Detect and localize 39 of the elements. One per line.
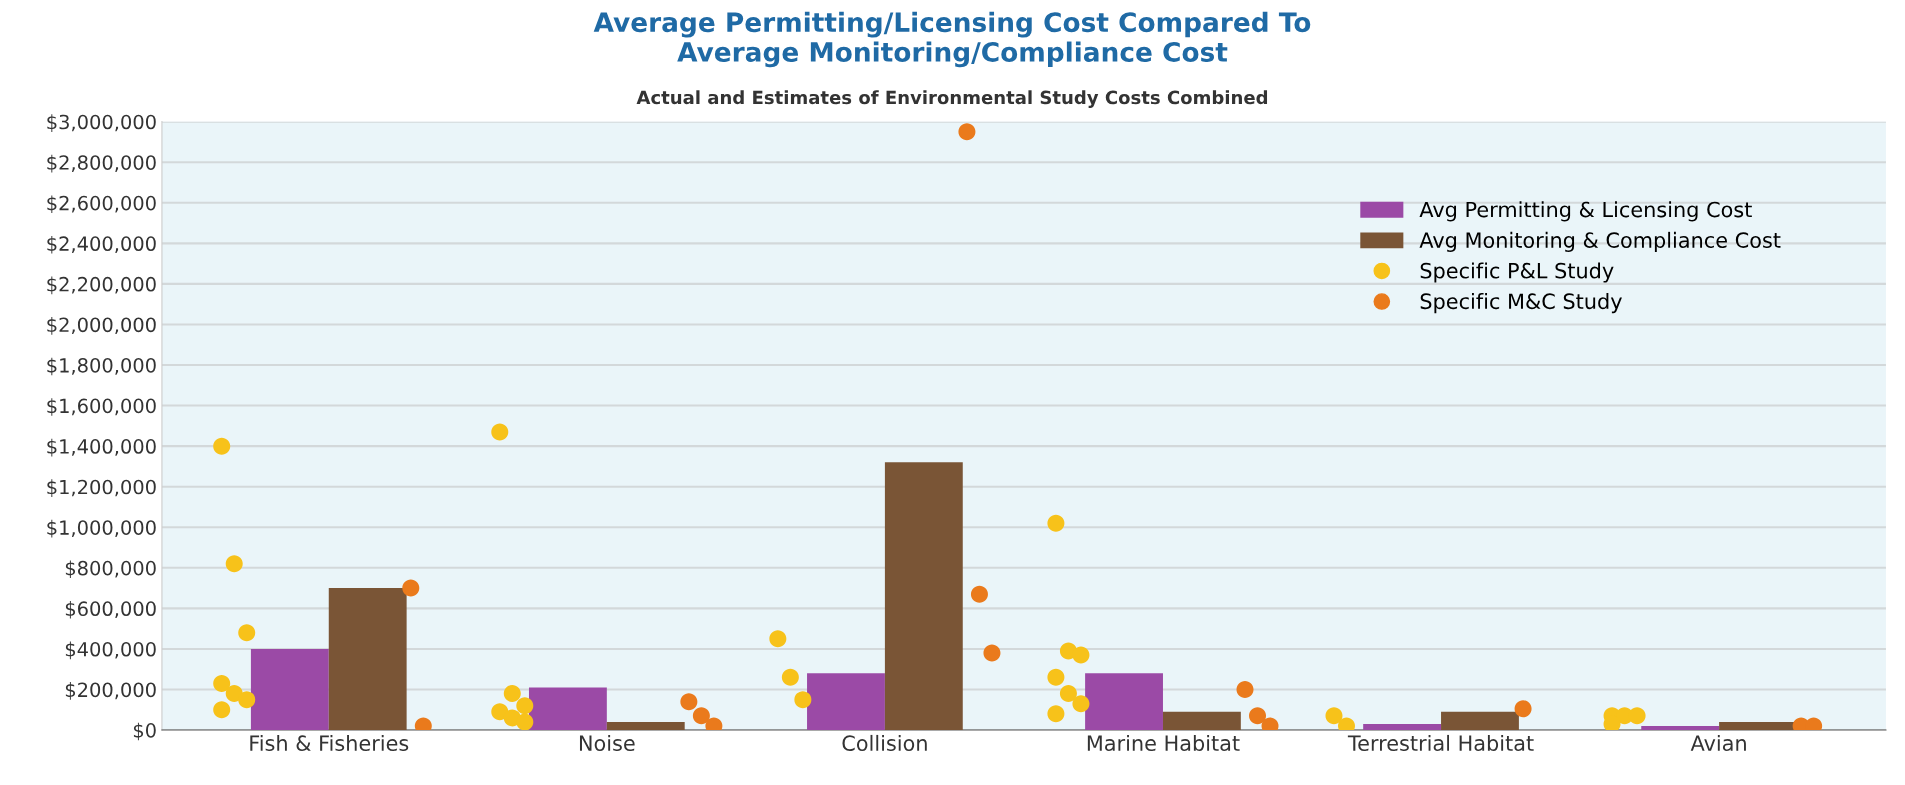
y-tick-label: $1,400,000 (47, 438, 156, 457)
y-tick-label: $200,000 (65, 682, 156, 700)
x-tick-label: Noise (579, 734, 635, 752)
bar (1363, 723, 1442, 731)
x-tick-label: Marine Habitat (1087, 734, 1240, 752)
y-tick-label: $2,000,000 (47, 317, 156, 335)
legend-label: Specific P&L Study (1420, 262, 1614, 283)
bar (1085, 673, 1163, 731)
bar (1162, 711, 1241, 731)
y-tick-label: $600,000 (65, 600, 156, 619)
y-tick-label: $2,800,000 (47, 154, 156, 173)
x-tick-label: Avian (1690, 734, 1746, 752)
y-tick-label: $2,200,000 (47, 276, 156, 295)
y-tick-label: $400,000 (65, 641, 156, 660)
bar (528, 687, 607, 731)
chart-title: Average Permitting/Licensing Cost Compared To Average Monitoring/Compliance Cost (593, 11, 1311, 68)
x-tick-label: Terrestrial Habitat (1347, 734, 1534, 752)
legend-label: Avg Monitoring & Compliance Cost (1419, 231, 1781, 252)
y-tick-label: $1,800,000 (47, 357, 156, 376)
y-tick-label: $2,400,000 (47, 235, 156, 254)
y-tick-label: $800,000 (65, 560, 156, 579)
chart-subtitle: Actual and Estimates of Environmental Study Costs Combined (636, 90, 1268, 108)
bar (884, 462, 963, 731)
y-tick-label: $3,000,000 (47, 114, 156, 132)
bar (328, 588, 407, 731)
bar (1441, 711, 1519, 731)
legend-label: Specific M&C Study (1420, 293, 1622, 314)
x-tick-label: Collision (842, 734, 927, 752)
y-tick-label: $2,600,000 (47, 195, 156, 214)
bar (807, 673, 885, 731)
bar (606, 721, 685, 731)
y-tick-label: $1,200,000 (47, 479, 156, 497)
y-tick-label: $1,600,000 (47, 398, 156, 416)
x-tick-label: Fish & Fisheries (250, 734, 409, 752)
bar (1641, 725, 1720, 731)
legend-label: Avg Permitting & Licensing Cost (1419, 201, 1752, 222)
y-tick-label: $0 (133, 722, 156, 741)
bar (250, 648, 329, 731)
y-tick-label: $1,000,000 (47, 519, 156, 538)
